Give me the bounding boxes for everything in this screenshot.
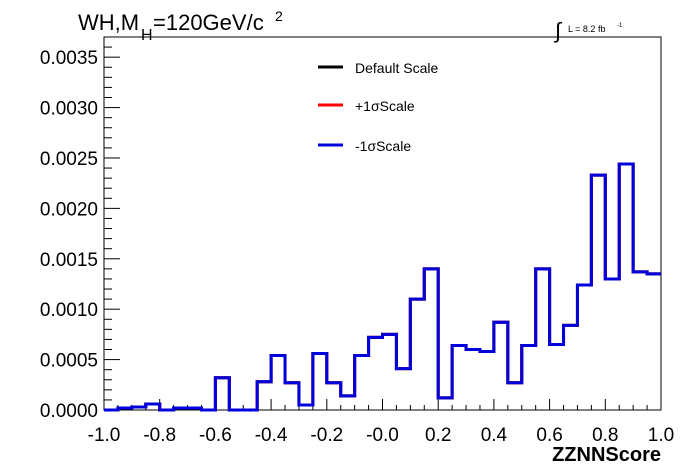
- lumi-text: L = 8.2 fb: [568, 24, 605, 34]
- x-tick-label: -0.8: [143, 425, 176, 446]
- legend-label-minus1sigma: -1σScale: [355, 138, 411, 154]
- y-tick-label: 0.0010: [40, 300, 98, 321]
- y-tick-label: 0.0030: [40, 99, 98, 120]
- legend-label-default: Default Scale: [355, 60, 438, 76]
- x-axis: -1.0 -0.8 -0.6 -0.4 -0.2 -0.0 0.2 0.4 0.6 0.8 1.0: [88, 399, 674, 446]
- x-tick-label: -0.4: [255, 425, 288, 446]
- title-subscript: H: [141, 27, 153, 44]
- series-layer: [104, 162, 661, 412]
- x-tick-label: -0.6: [199, 425, 232, 446]
- y-tick-label: 0.0035: [40, 48, 98, 69]
- x-axis-title: ZZNNScore: [552, 444, 661, 466]
- x-tick-label: -0.0: [366, 425, 399, 446]
- x-tick-label: 0.6: [536, 425, 562, 446]
- series-minus1sigma-scale: [104, 162, 661, 412]
- x-tick-label: -1.0: [88, 425, 121, 446]
- x-tick-label: 0.8: [592, 425, 618, 446]
- legend-label-plus1sigma: +1σScale: [355, 98, 415, 114]
- y-tick-label: 0.0000: [40, 401, 98, 422]
- y-axis: 0.0000 0.0005 0.0010 0.0015 0.0020 0.0025 0.00…: [40, 36, 120, 422]
- x-tick-label: 0.2: [425, 425, 451, 446]
- chart-title: WH,M H =120GeV/c 2: [78, 8, 283, 44]
- x-tick-label: 0.4: [481, 425, 508, 446]
- luminosity-label: ∫ L = 8.2 fb -1: [553, 18, 623, 43]
- plot-frame: [103, 36, 662, 411]
- lumi-superscript: -1: [617, 23, 623, 29]
- integral-sign: ∫: [553, 18, 563, 43]
- legend: Default Scale +1σScale -1σScale: [318, 60, 438, 154]
- y-tick-label: 0.0020: [40, 199, 98, 220]
- y-tick-label: 0.0015: [40, 250, 98, 271]
- x-tick-label: 1.0: [648, 425, 674, 446]
- title-rest: =120GeV/c: [153, 10, 264, 35]
- title-superscript: 2: [275, 8, 283, 24]
- x-tick-label: -0.2: [310, 425, 343, 446]
- y-tick-label: 0.0005: [40, 351, 98, 372]
- title-main: WH,M: [78, 10, 139, 35]
- y-tick-label: 0.0025: [40, 149, 98, 170]
